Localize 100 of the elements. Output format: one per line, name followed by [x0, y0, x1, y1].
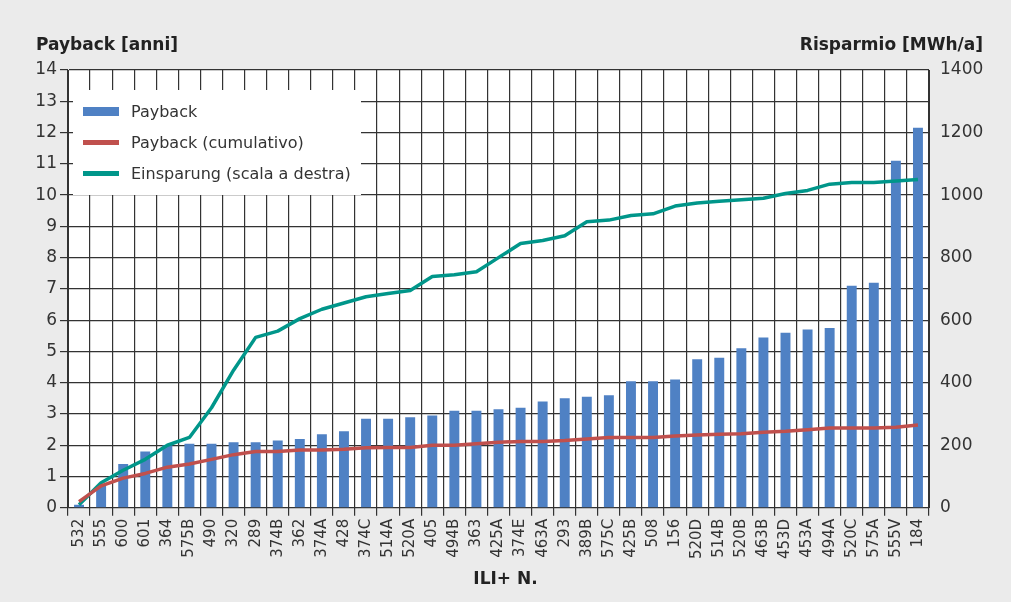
bar	[184, 443, 195, 508]
y2-tick-label: 0	[940, 496, 951, 517]
y-tick-label: 6	[46, 308, 57, 329]
bar	[338, 431, 349, 508]
x-tick-label: 532	[68, 518, 87, 548]
x-tick-label: 374E	[510, 518, 529, 557]
bar	[272, 440, 283, 508]
x-tick-label: 601	[135, 518, 154, 548]
x-tick-label: 453D	[775, 518, 794, 560]
bar	[758, 337, 769, 508]
bar	[427, 415, 438, 508]
y2-axis-title: Risparmio [MWh/a]	[799, 34, 983, 54]
bar	[824, 328, 835, 508]
y-tick-label: 0	[46, 496, 57, 517]
x-tick-label: 575C	[598, 518, 617, 558]
x-tick-label: 156	[665, 518, 684, 548]
bar	[648, 381, 659, 508]
bar	[405, 417, 416, 508]
x-tick-label: 184	[907, 518, 926, 548]
x-axis-title: ILI+ N.	[472, 568, 539, 588]
x-tick-label: 575A	[863, 518, 882, 558]
x-tick-label: 362	[289, 518, 308, 548]
bar	[912, 127, 923, 508]
x-tick-label: 508	[642, 518, 661, 548]
bar	[228, 442, 239, 508]
bar	[714, 357, 725, 508]
bar	[868, 282, 879, 508]
legend-label: Payback	[131, 102, 198, 121]
x-tick-label: 425B	[620, 518, 639, 558]
x-tick-label: 520C	[841, 518, 860, 558]
y2-tick-label: 200	[940, 433, 973, 454]
y-tick-label: 2	[46, 433, 57, 454]
x-tick-label: 389B	[576, 518, 595, 558]
x-tick-label: 425A	[488, 518, 507, 558]
bar	[361, 418, 372, 508]
x-tick-label: 428	[333, 518, 352, 548]
x-tick-label: 363	[466, 518, 485, 548]
legend-label: Einsparung (scala a destra)	[131, 164, 351, 183]
y2-tick-label: 1400	[940, 58, 984, 79]
x-tick-label: 555V	[885, 518, 904, 558]
bar	[670, 379, 681, 508]
y-tick-label: 12	[35, 120, 57, 141]
y-tick-label: 11	[35, 152, 57, 173]
y-tick-label: 1	[46, 464, 57, 485]
x-tick-label: 374C	[355, 518, 374, 558]
bar	[250, 442, 261, 508]
x-tick-label: 600	[113, 518, 132, 548]
x-tick-label: 514A	[378, 518, 397, 558]
x-tick-label: 514B	[709, 518, 728, 558]
x-tick-label: 490	[201, 518, 220, 548]
bar	[316, 434, 327, 508]
bar	[802, 329, 813, 508]
x-tick-label: 520D	[687, 518, 706, 560]
x-tick-label: 374B	[267, 518, 286, 558]
y-tick-label: 8	[46, 246, 57, 267]
x-tick-label: 405	[422, 518, 441, 548]
bar	[603, 395, 614, 508]
x-tick-label: 374A	[311, 518, 330, 558]
bar	[294, 439, 305, 508]
x-tick-label: 494A	[819, 518, 838, 558]
bar	[692, 359, 703, 508]
x-tick-label: 555	[91, 518, 110, 548]
y2-tick-label: 1200	[940, 120, 984, 141]
y2-tick-label: 1000	[940, 183, 984, 204]
y2-tick-label: 800	[940, 246, 973, 267]
bar	[449, 410, 460, 508]
x-tick-label: 453A	[797, 518, 816, 558]
x-tick-label: 463A	[532, 518, 551, 558]
y2-tick-label: 600	[940, 308, 973, 329]
y-tick-label: 3	[46, 402, 57, 423]
y-tick-label: 9	[46, 214, 57, 235]
x-tick-label: 293	[554, 518, 573, 548]
x-tick-label: 575B	[179, 518, 198, 558]
bar	[162, 445, 173, 508]
x-tick-label: 320	[223, 518, 242, 548]
y-tick-label: 7	[46, 277, 57, 298]
x-tick-label: 463B	[753, 518, 772, 558]
legend-label: Payback (cumulativo)	[131, 133, 304, 152]
y-tick-label: 4	[46, 371, 57, 392]
y-axis-title: Payback [anni]	[36, 34, 179, 54]
bar	[471, 410, 482, 508]
x-tick-label: 364	[157, 518, 176, 548]
y-tick-label: 14	[35, 58, 57, 79]
bar	[890, 160, 901, 508]
bar	[736, 348, 747, 508]
bar	[515, 407, 526, 508]
y-tick-label: 5	[46, 339, 57, 360]
bar	[559, 398, 570, 508]
x-tick-label: 520B	[731, 518, 750, 558]
x-tick-label: 289	[245, 518, 264, 548]
y-tick-label: 10	[35, 183, 57, 204]
bar	[846, 285, 857, 508]
bar	[537, 401, 548, 508]
bar	[625, 381, 636, 508]
x-tick-label: 494B	[444, 518, 463, 558]
y-tick-label: 13	[35, 89, 57, 110]
x-tick-label: 520A	[400, 518, 419, 558]
y2-tick-label: 400	[940, 371, 973, 392]
bar	[581, 396, 592, 508]
bar	[383, 418, 394, 508]
